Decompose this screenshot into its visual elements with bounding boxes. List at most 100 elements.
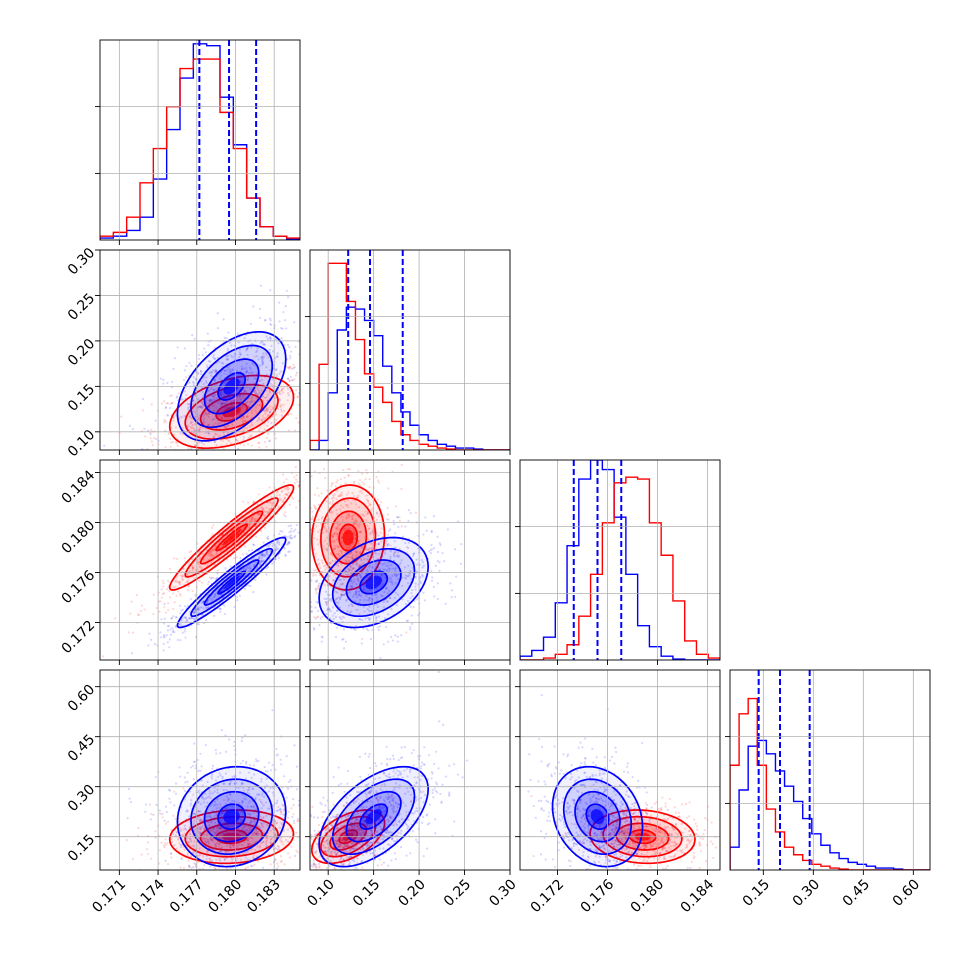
scatter-point — [258, 436, 261, 439]
scatter-point — [269, 289, 272, 292]
scatter-point — [179, 623, 182, 626]
scatter-point — [260, 500, 263, 503]
scatter-point — [223, 369, 226, 372]
scatter-point — [205, 376, 208, 379]
scatter-point — [375, 588, 378, 591]
scatter-point — [316, 579, 319, 582]
scatter-point — [269, 501, 272, 504]
scatter-point — [269, 405, 272, 408]
scatter-point — [177, 461, 179, 463]
scatter-point — [338, 452, 340, 454]
scatter-point — [275, 491, 279, 494]
scatter-point — [190, 866, 193, 870]
contour-blue-1 — [203, 358, 260, 415]
scatter-point — [288, 346, 291, 349]
scatter-point — [220, 828, 223, 831]
scatter-point — [297, 804, 300, 807]
scatter-point — [388, 567, 392, 570]
scatter-point — [201, 855, 205, 858]
scatter-point — [213, 378, 217, 381]
scatter-point — [321, 380, 323, 382]
scatter-point — [203, 376, 206, 379]
scatter-point — [165, 634, 168, 637]
scatter-point — [150, 403, 153, 406]
histogram-blue-2 — [520, 460, 720, 660]
scatter-point — [369, 588, 372, 592]
scatter-point — [168, 638, 171, 641]
scatter-point — [186, 852, 189, 855]
scatter-point — [256, 566, 259, 569]
scatter-point — [207, 412, 211, 415]
scatter-point — [160, 636, 163, 639]
scatter-point — [210, 577, 213, 580]
scatter-point — [339, 478, 343, 481]
scatter-point — [219, 420, 222, 424]
scatter-point — [292, 530, 295, 533]
scatter-point — [319, 617, 322, 620]
scatter-point — [378, 514, 381, 518]
scatter-point — [338, 523, 342, 526]
scatter-point — [409, 626, 412, 629]
scatter-point — [200, 463, 202, 465]
scatter-point — [238, 872, 240, 874]
scatter-point — [306, 647, 308, 649]
scatter-point — [103, 444, 106, 447]
scatter-point — [267, 511, 270, 514]
scatter-point — [335, 526, 338, 529]
scatter-point — [355, 591, 358, 594]
scatter-point — [193, 819, 196, 823]
scatter-point — [335, 527, 339, 531]
scatter-point — [416, 563, 419, 566]
scatter-point — [192, 376, 195, 379]
scatter-point — [268, 336, 272, 339]
scatter-point — [274, 557, 277, 561]
scatter-point — [250, 820, 253, 823]
scatter-point — [250, 516, 253, 519]
scatter-point — [214, 422, 217, 425]
scatter-point — [256, 860, 259, 863]
scatter-point — [181, 608, 185, 611]
scatter-point — [342, 616, 346, 619]
scatter-point — [313, 470, 317, 473]
scatter-point — [271, 822, 274, 825]
scatter-point — [356, 595, 359, 598]
scatter-point — [277, 342, 280, 345]
scatter-point — [274, 549, 277, 552]
scatter-point — [222, 401, 225, 404]
scatter-point — [282, 500, 285, 503]
scatter-point — [302, 521, 304, 523]
scatter-point — [257, 512, 260, 516]
scatter-point — [178, 604, 182, 607]
scatter-point — [357, 494, 360, 497]
scatter-point — [213, 405, 216, 408]
scatter-point — [338, 522, 341, 525]
scatter-point — [220, 589, 223, 593]
histogram-red-0 — [100, 58, 300, 240]
scatter-point — [224, 425, 227, 428]
scatter-point — [220, 402, 223, 405]
scatter-point — [259, 356, 262, 359]
scatter-point — [289, 350, 293, 353]
scatter-point — [321, 615, 324, 618]
scatter-point — [232, 843, 235, 846]
scatter-point — [245, 366, 248, 370]
scatter-point — [187, 447, 190, 450]
scatter-point — [208, 554, 212, 557]
scatter-point — [350, 585, 353, 588]
scatter-point — [260, 824, 264, 827]
scatter-point — [218, 857, 221, 860]
scatter-point — [260, 553, 264, 557]
scatter-point — [225, 400, 228, 403]
scatter-point — [385, 564, 388, 567]
scatter-point — [248, 569, 252, 572]
scatter-point — [275, 547, 278, 550]
scatter-point — [317, 494, 321, 497]
scatter-point — [223, 858, 227, 862]
scatter-point — [213, 395, 216, 398]
scatter-point — [250, 435, 253, 438]
scatter-point — [338, 586, 341, 589]
scatter-point — [324, 348, 326, 350]
scatter-point — [347, 491, 350, 494]
scatter-point — [265, 550, 269, 553]
scatter-point — [280, 337, 283, 340]
